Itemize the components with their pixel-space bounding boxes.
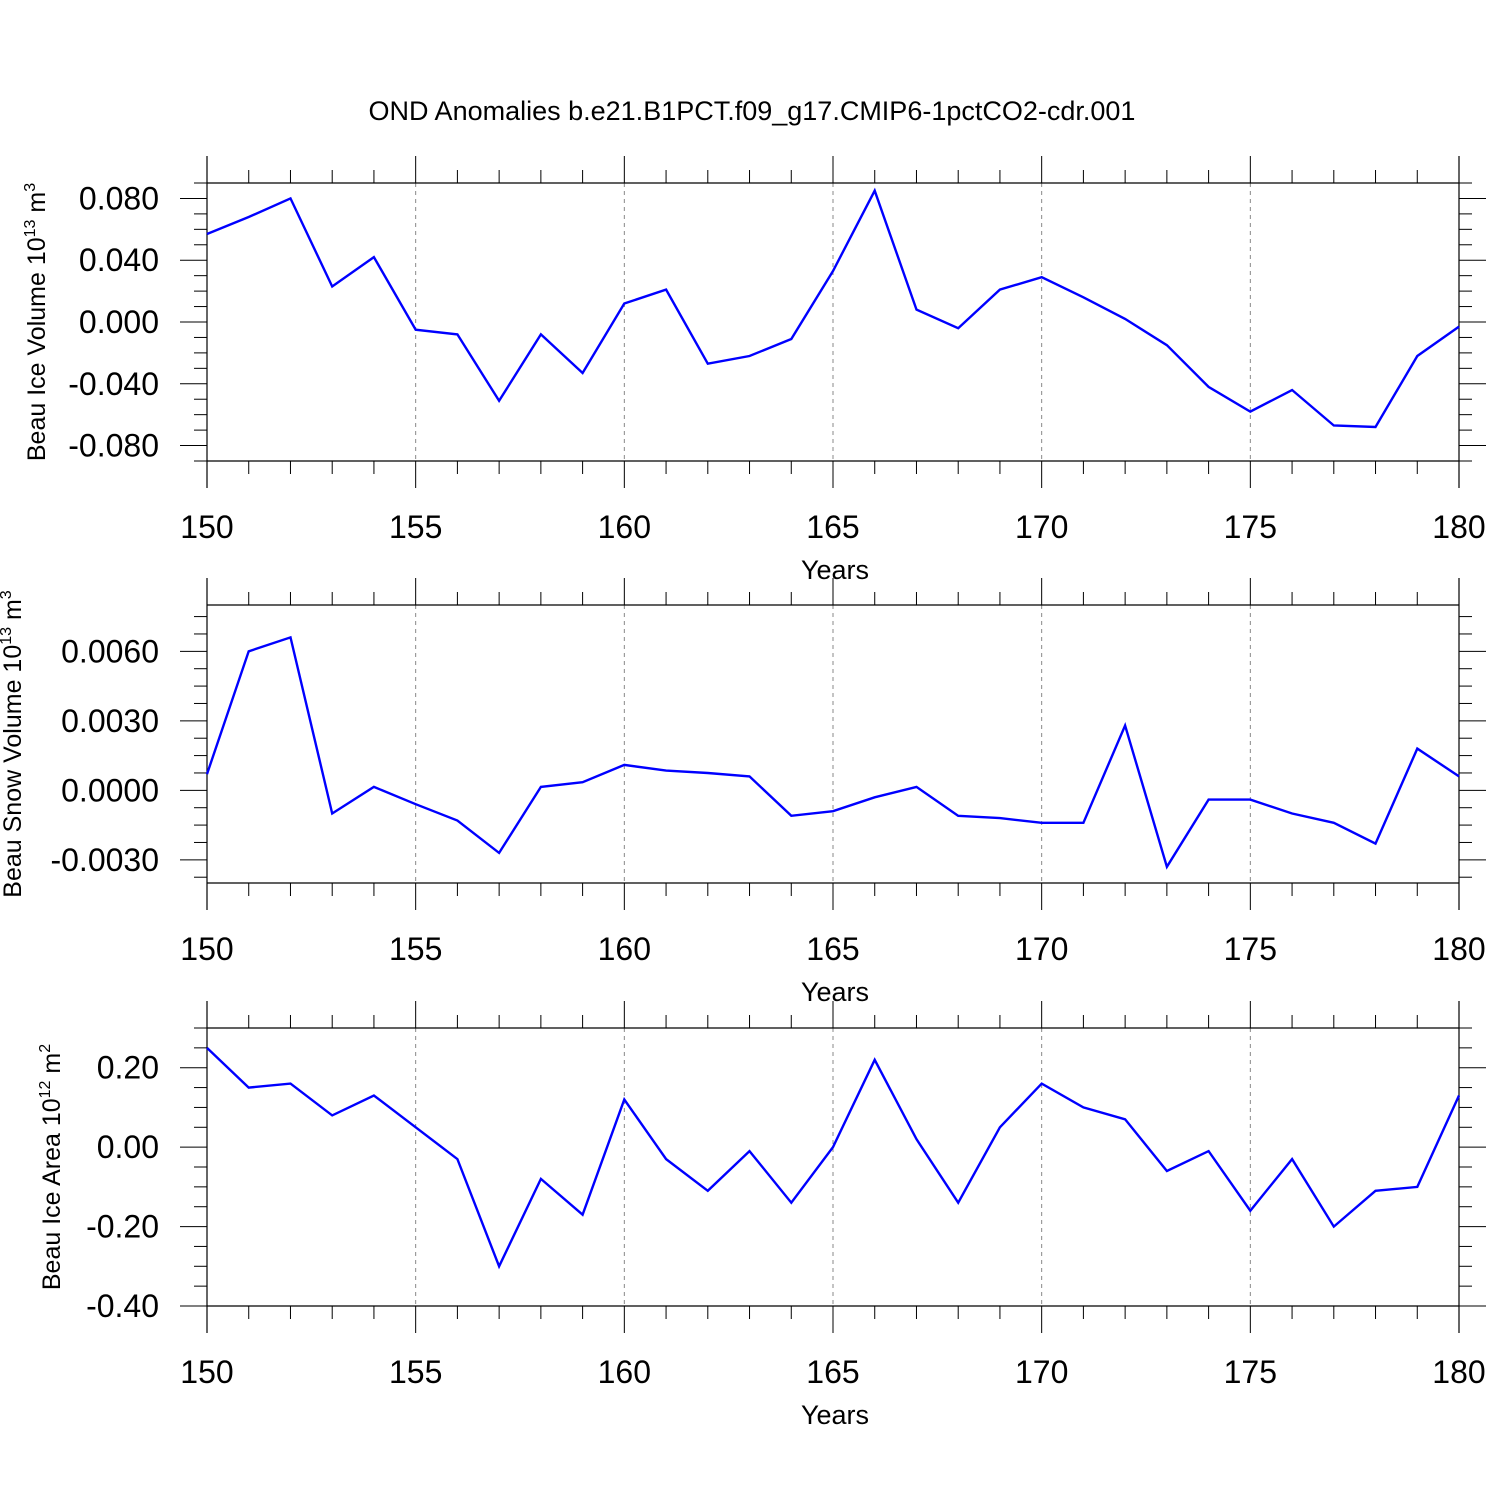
x-tick-label: 155 <box>389 1354 442 1390</box>
panel-1: 150 155 160 165 170 175 180 Years 0.080 0.040 0.00… <box>22 156 1486 585</box>
y-tick-label: -0.0030 <box>50 842 159 878</box>
x-axis-label: Years <box>801 1400 869 1430</box>
y-tick-label: 0.080 <box>79 180 159 216</box>
x-tick-label: 160 <box>598 509 651 545</box>
y-tick-label: -0.080 <box>68 428 159 464</box>
x-tick-label: 175 <box>1224 931 1277 967</box>
y-tick-label: -0.20 <box>86 1209 159 1245</box>
x-tick-label: 180 <box>1432 931 1485 967</box>
y-tick-label: 0.0030 <box>61 703 159 739</box>
x-tick-label: 170 <box>1015 509 1068 545</box>
x-tick-label: 155 <box>389 931 442 967</box>
chart-title: OND Anomalies b.e21.B1PCT.f09_g17.CMIP6-… <box>369 96 1136 126</box>
y-tick-label: 0.20 <box>97 1050 159 1086</box>
x-tick-label: 165 <box>806 1354 859 1390</box>
y-tick-label: -0.40 <box>86 1288 159 1324</box>
x-tick-label: 160 <box>598 1354 651 1390</box>
y-tick-label: 0.0060 <box>61 633 159 669</box>
panel-3: 150 155 160 165 170 175 180 Years 0.20 0.00 -0.20 -… <box>37 1001 1486 1430</box>
y-axis-label: Beau Ice Area 1012 m2 <box>37 1044 66 1290</box>
y-tick-label: 0.00 <box>97 1129 159 1165</box>
x-tick-label: 155 <box>389 509 442 545</box>
y-tick-label: 0.040 <box>79 242 159 278</box>
x-tick-label: 150 <box>180 931 233 967</box>
x-tick-label: 175 <box>1224 509 1277 545</box>
x-tick-label: 170 <box>1015 1354 1068 1390</box>
x-tick-label: 160 <box>598 931 651 967</box>
x-tick-label: 165 <box>806 509 859 545</box>
x-tick-label: 175 <box>1224 1354 1277 1390</box>
y-axis-label: Beau Ice Volume 1013 m3 <box>22 183 51 461</box>
panel-2: 150 155 160 165 170 175 180 Years 0.0060 0.0030 0.… <box>0 578 1486 1007</box>
x-axis-label: Years <box>801 977 869 1007</box>
x-tick-label: 170 <box>1015 931 1068 967</box>
x-tick-label: 180 <box>1432 1354 1485 1390</box>
y-tick-label: 0.000 <box>79 304 159 340</box>
x-axis-label: Years <box>801 555 869 585</box>
x-tick-label: 165 <box>806 931 859 967</box>
x-tick-label: 180 <box>1432 509 1485 545</box>
y-tick-label: -0.040 <box>68 366 159 402</box>
panels: 150 155 160 165 170 175 180 Years 0.080 0.040 0.00… <box>0 156 1486 1430</box>
x-tick-label: 150 <box>180 1354 233 1390</box>
y-axis-label: Beau Snow Volume 1013 m3 <box>0 590 27 898</box>
x-tick-label: 150 <box>180 509 233 545</box>
y-tick-label: 0.0000 <box>61 772 159 808</box>
